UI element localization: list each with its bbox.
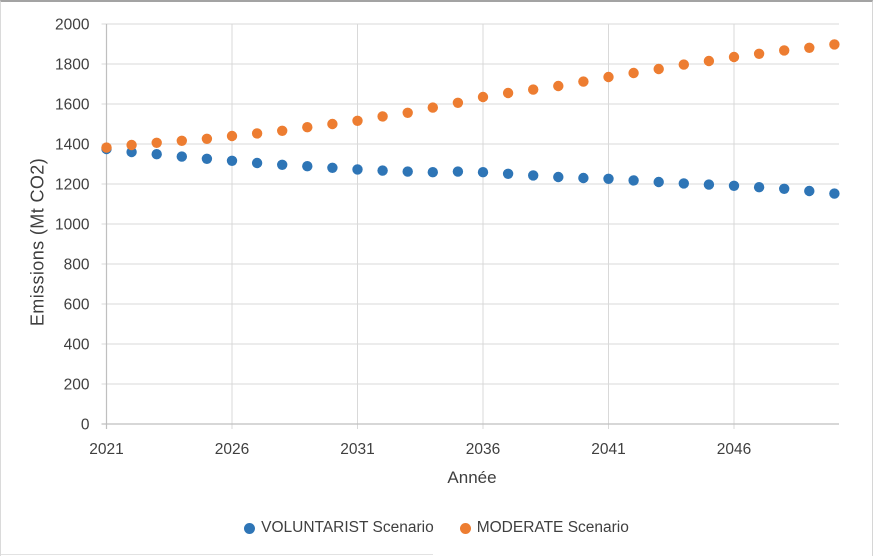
page-edge-artifact-line xyxy=(1,554,433,555)
data-point-moderate xyxy=(251,128,263,139)
y-tick-label: 800 xyxy=(64,257,90,274)
data-point-voluntarist xyxy=(804,185,815,197)
data-point-voluntarist xyxy=(277,159,288,170)
data-point-voluntarist xyxy=(578,172,589,184)
data-point-moderate xyxy=(377,111,388,122)
y-tick-label: 1800 xyxy=(55,57,90,74)
y-axis-title: Emissions (Mt CO2) xyxy=(27,157,48,327)
data-point-moderate xyxy=(176,135,187,146)
voluntarist-series-marker-icon xyxy=(244,522,256,534)
y-tick-label: 1600 xyxy=(55,97,90,114)
data-point-moderate xyxy=(126,139,137,151)
data-point-moderate xyxy=(829,39,840,50)
y-tick-label: 400 xyxy=(64,337,90,354)
data-point-voluntarist xyxy=(327,162,338,173)
data-point-moderate xyxy=(477,91,489,103)
data-point-moderate xyxy=(352,115,363,127)
data-point-voluntarist xyxy=(653,176,664,188)
data-point-moderate xyxy=(226,130,238,142)
data-point-moderate xyxy=(101,142,112,153)
data-point-moderate xyxy=(578,76,589,87)
y-tick-label: 200 xyxy=(64,377,90,394)
data-point-moderate xyxy=(753,48,765,59)
x-tick-label: 2026 xyxy=(215,441,249,458)
data-point-moderate xyxy=(678,59,689,70)
data-point-voluntarist xyxy=(352,164,363,175)
data-point-voluntarist xyxy=(226,155,238,166)
x-tick-label: 2041 xyxy=(591,441,625,458)
data-point-voluntarist xyxy=(427,167,438,178)
data-point-moderate xyxy=(703,55,715,67)
data-point-voluntarist xyxy=(377,165,388,176)
legend-label-moderate: MODERATE Scenario xyxy=(476,519,629,536)
data-point-moderate xyxy=(603,71,614,83)
y-tick-label: 600 xyxy=(64,297,90,314)
x-tick-label: 2031 xyxy=(340,441,374,458)
y-tick-label: 1400 xyxy=(55,137,90,154)
data-point-moderate xyxy=(402,107,413,119)
y-tick-label: 0 xyxy=(81,417,90,434)
data-point-voluntarist xyxy=(603,173,614,184)
data-point-moderate xyxy=(804,42,815,53)
legend-label-voluntarist: VOLUNTARIST Scenario xyxy=(261,519,434,536)
data-point-voluntarist xyxy=(528,170,539,181)
data-point-voluntarist xyxy=(402,166,413,177)
data-point-voluntarist xyxy=(176,151,187,162)
x-axis-title: Année xyxy=(447,468,497,487)
x-tick-label: 2036 xyxy=(466,441,500,458)
data-point-moderate xyxy=(327,118,338,130)
data-point-voluntarist xyxy=(302,161,313,172)
data-point-voluntarist xyxy=(151,149,162,160)
data-point-moderate xyxy=(628,67,639,79)
moderate-series-marker-icon xyxy=(459,522,471,534)
data-point-voluntarist xyxy=(678,178,689,189)
data-point-moderate xyxy=(502,87,514,99)
data-point-voluntarist xyxy=(553,171,564,183)
data-point-voluntarist xyxy=(728,180,740,191)
y-tick-label: 1000 xyxy=(55,217,90,234)
data-point-moderate xyxy=(302,122,313,133)
data-point-voluntarist xyxy=(251,157,263,169)
data-point-moderate xyxy=(277,125,288,136)
data-point-moderate xyxy=(427,102,438,113)
chart-legend: VOLUNTARIST Scenario MODERATE Scenario xyxy=(1,519,872,537)
data-point-moderate xyxy=(779,45,790,56)
data-point-moderate xyxy=(151,137,162,148)
data-point-moderate xyxy=(653,63,664,75)
y-tick-label: 2000 xyxy=(55,17,90,34)
data-point-voluntarist xyxy=(452,166,464,177)
data-point-voluntarist xyxy=(829,188,840,199)
data-point-moderate xyxy=(553,80,564,92)
x-tick-label: 2046 xyxy=(717,441,751,458)
y-tick-label: 1200 xyxy=(55,177,90,194)
data-point-voluntarist xyxy=(703,179,715,190)
x-tick-label: 2021 xyxy=(89,441,123,458)
data-point-voluntarist xyxy=(779,183,790,194)
data-point-voluntarist xyxy=(502,168,514,179)
data-point-moderate xyxy=(728,51,740,63)
data-point-moderate xyxy=(528,84,539,95)
data-point-voluntarist xyxy=(477,167,489,178)
legend-item-voluntarist: VOLUNTARIST Scenario xyxy=(244,519,434,537)
data-point-voluntarist xyxy=(628,175,639,186)
data-point-moderate xyxy=(452,97,464,109)
data-point-voluntarist xyxy=(201,153,213,164)
data-point-moderate xyxy=(201,133,213,144)
legend-item-moderate: MODERATE Scenario xyxy=(459,519,629,537)
data-point-voluntarist xyxy=(753,182,765,193)
